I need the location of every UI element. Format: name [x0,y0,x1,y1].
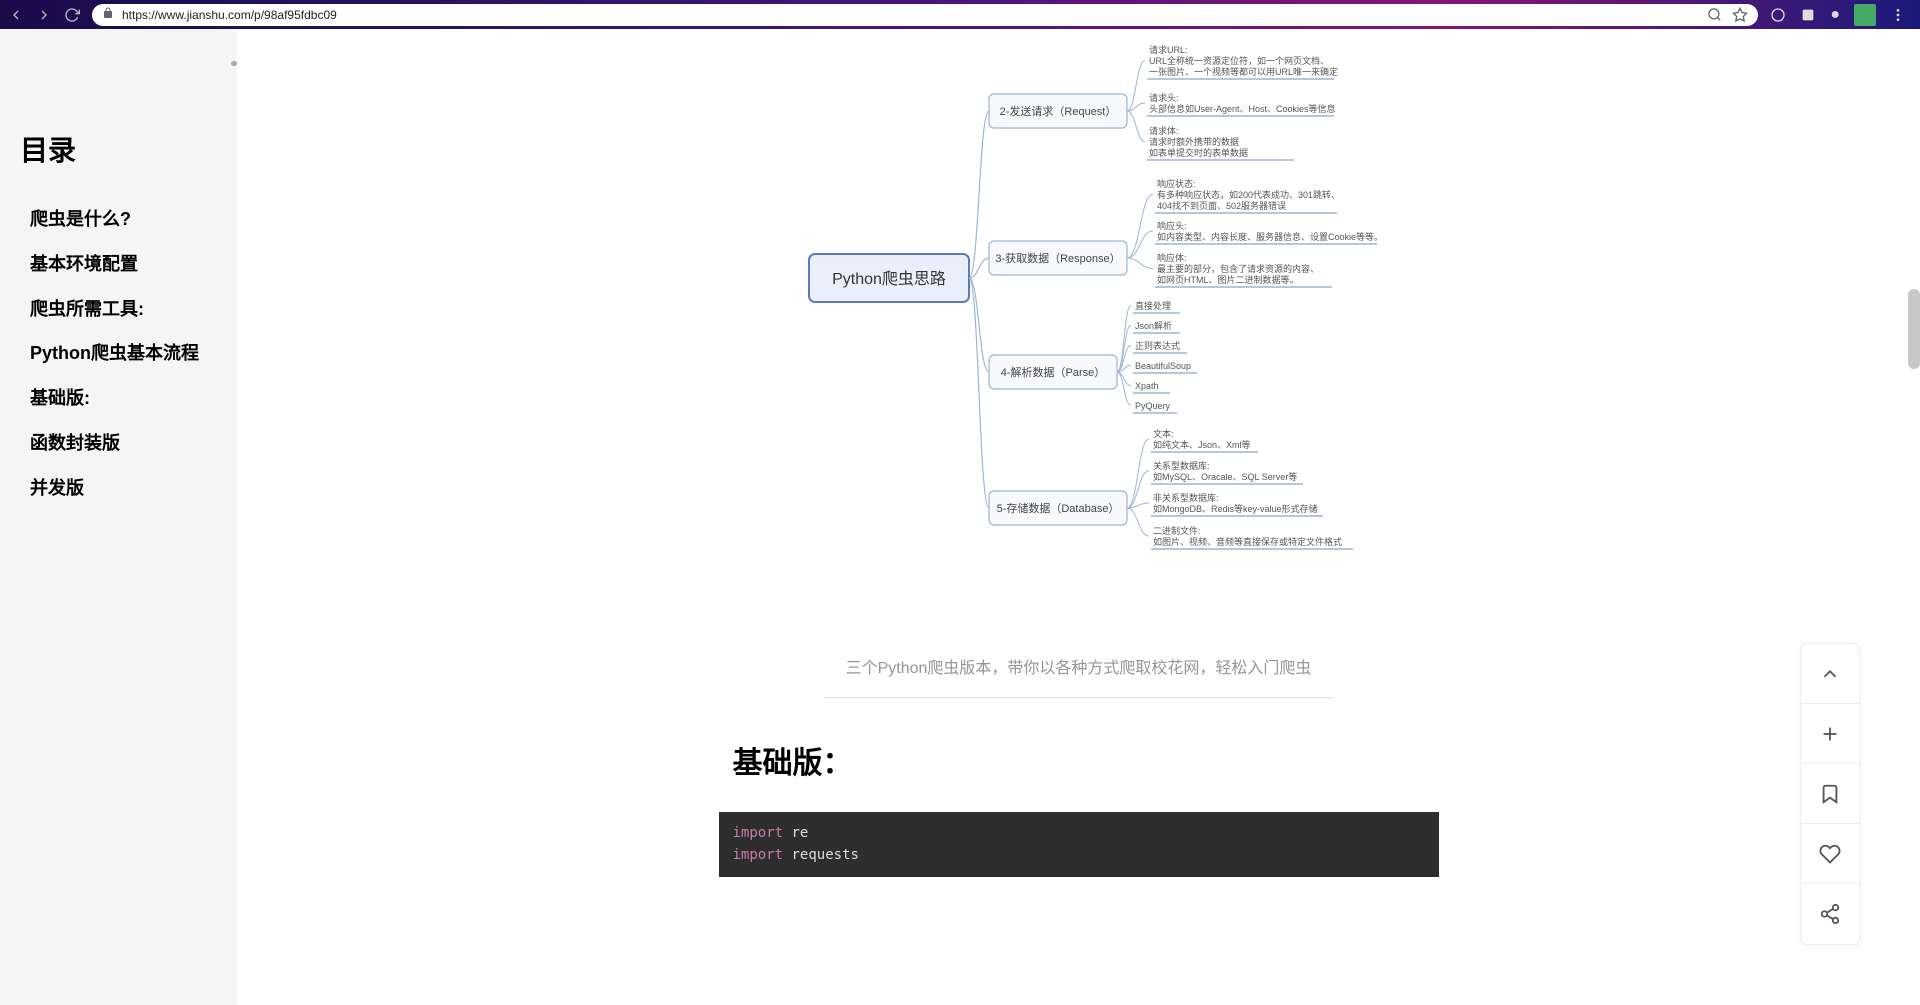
toc-scrollbar[interactable] [229,29,237,1005]
svg-text:BeautifulSoup: BeautifulSoup [1135,361,1191,371]
svg-text:文本:: 文本: [1153,428,1174,439]
section-heading: 基础版： [733,738,1439,782]
svg-text:404找不到页面、502服务器错误: 404找不到页面、502服务器错误 [1157,200,1286,211]
ext-icon-3[interactable]: ● [1830,6,1840,24]
svg-text:请求时额外携带的数据: 请求时额外携带的数据 [1149,136,1239,147]
svg-text:请求体:: 请求体: [1149,125,1179,136]
profile-avatar[interactable] [1854,4,1876,26]
svg-text:请求URL:: 请求URL: [1149,44,1188,55]
svg-text:PyQuery: PyQuery [1135,401,1171,411]
lock-icon [102,6,114,24]
svg-text:响应状态:: 响应状态: [1157,178,1196,189]
svg-text:正则表达式: 正则表达式 [1135,340,1180,351]
menu-icon[interactable] [1890,7,1906,23]
url-text: https://www.jianshu.com/p/98af95fdbc09 [122,8,1707,22]
toc-sidebar: 目录 爬虫是什么?基本环境配置爬虫所需工具:Python爬虫基本流程基础版:函数… [0,29,237,1005]
browser-toolbar: https://www.jianshu.com/p/98af95fdbc09 ● [0,0,1920,29]
like-button[interactable] [1801,824,1859,884]
svg-text:2-发送请求（Request）: 2-发送请求（Request） [999,104,1116,118]
floating-actions [1800,643,1860,945]
reload-button[interactable] [64,7,80,23]
ext-icon-1[interactable] [1770,7,1786,23]
image-caption: 三个Python爬虫版本，带你以各种方式爬取校花网，轻松入门爬虫 [719,654,1439,698]
svg-text:如图片、视频、音频等直接保存或特定文件格式: 如图片、视频、音频等直接保存或特定文件格式 [1153,536,1342,547]
toc-item[interactable]: 爬虫是什么? [20,197,217,242]
svg-text:URL全称统一资源定位符，如一个网页文档、: URL全称统一资源定位符，如一个网页文档、 [1149,55,1329,66]
mindmap-diagram: Python爬虫思路 2-发送请求（Request） 3-获取数据（Response… [719,29,1439,584]
svg-text:3-获取数据（Response）: 3-获取数据（Response） [995,251,1120,265]
toc-title: 目录 [20,129,217,169]
zoom-icon[interactable] [1707,7,1722,22]
add-button[interactable] [1801,704,1859,764]
toc-item[interactable]: Python爬虫基本流程 [20,331,217,376]
svg-text:Python爬虫思路: Python爬虫思路 [832,270,946,288]
toc-item[interactable]: 基本环境配置 [20,242,217,287]
svg-text:直接处理: 直接处理 [1135,300,1171,311]
address-bar[interactable]: https://www.jianshu.com/p/98af95fdbc09 [92,4,1758,26]
scroll-top-button[interactable] [1801,644,1859,704]
svg-text:一张图片、一个视频等都可以用URL唯一来确定: 一张图片、一个视频等都可以用URL唯一来确定 [1149,66,1338,77]
svg-text:如MySQL、Oracale、SQL Server等: 如MySQL、Oracale、SQL Server等 [1153,471,1297,482]
svg-text:响应体:: 响应体: [1157,252,1187,263]
svg-text:关系型数据库:: 关系型数据库: [1153,460,1210,471]
bookmark-button[interactable] [1801,764,1859,824]
svg-text:Xpath: Xpath [1135,381,1159,391]
svg-text:如网页HTML、图片二进制数据等。: 如网页HTML、图片二进制数据等。 [1157,274,1299,285]
toc-item[interactable]: 基础版: [20,376,217,421]
svg-text:响应头:: 响应头: [1157,220,1187,231]
back-button[interactable] [8,7,24,23]
svg-text:请求头:: 请求头: [1149,92,1179,103]
svg-text:二进制文件:: 二进制文件: [1153,525,1201,536]
share-button[interactable] [1801,884,1859,944]
star-icon[interactable] [1732,7,1748,23]
svg-text:4-解析数据（Parse）: 4-解析数据（Parse） [1000,365,1105,379]
svg-text:如内容类型、内容长度、服务器信息、设置Cookie等等。: 如内容类型、内容长度、服务器信息、设置Cookie等等。 [1157,231,1383,242]
page-scrollbar-thumb[interactable] [1908,289,1920,369]
svg-text:最主要的部分，包含了请求资源的内容、: 最主要的部分，包含了请求资源的内容、 [1157,263,1319,274]
forward-button[interactable] [36,7,52,23]
svg-text:5-存储数据（Database）: 5-存储数据（Database） [996,501,1119,515]
ext-icon-2[interactable] [1800,7,1816,23]
svg-text:有多种响应状态，如200代表成功、301跳转、: 有多种响应状态，如200代表成功、301跳转、 [1157,189,1340,200]
svg-text:如MongoDB、Redis等key-value形式存储: 如MongoDB、Redis等key-value形式存储 [1153,503,1318,514]
toc-item[interactable]: 并发版 [20,466,217,511]
svg-text:非关系型数据库:: 非关系型数据库: [1153,492,1219,503]
toc-item[interactable]: 爬虫所需工具: [20,287,217,332]
svg-text:如表单提交时的表单数据: 如表单提交时的表单数据 [1149,147,1248,158]
toc-item[interactable]: 函数封装版 [20,421,217,466]
svg-text:头部信息如User-Agent、Host、Cookies等信: 头部信息如User-Agent、Host、Cookies等信息 [1149,103,1336,114]
svg-text:如纯文本、Json、Xml等: 如纯文本、Json、Xml等 [1153,439,1251,450]
article-main: Python爬虫思路 2-发送请求（Request） 3-获取数据（Response… [237,29,1920,1005]
svg-text:Json解析: Json解析 [1135,320,1172,331]
code-block: import reimport requests [719,812,1439,877]
